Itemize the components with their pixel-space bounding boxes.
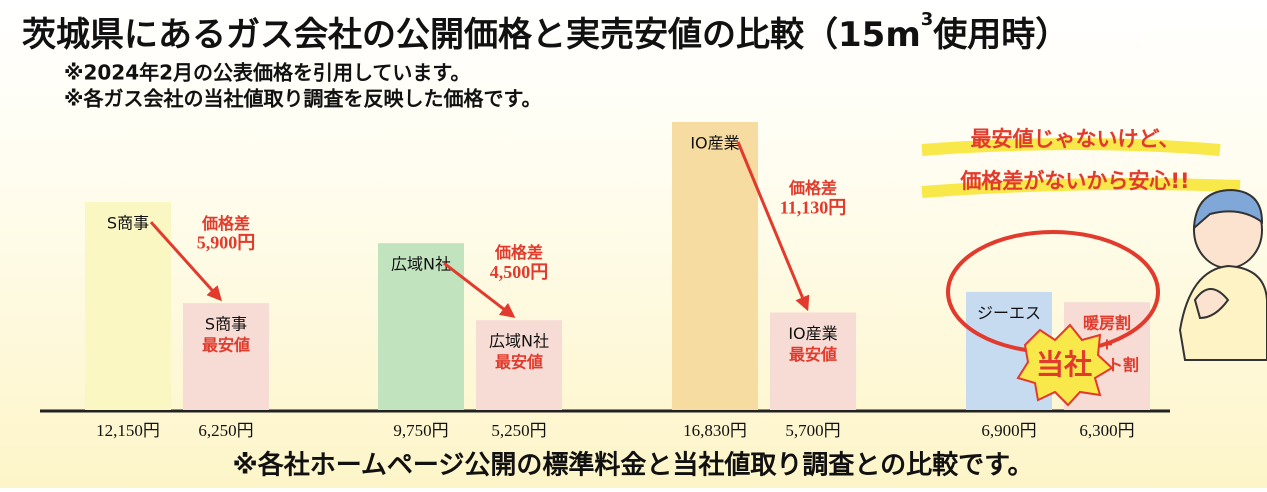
- footnote: ※各社ホームページ公開の標準料金と当社値取り調査との比較です。: [232, 450, 1033, 481]
- value-label: 12,150円: [96, 421, 160, 440]
- bar-label: 最安値: [202, 336, 250, 355]
- bar-label: S商事: [107, 214, 149, 233]
- value-label: 16,830円: [683, 421, 747, 440]
- bar-label: 最安値: [789, 345, 837, 364]
- bar: [183, 303, 269, 410]
- bar: [476, 320, 562, 410]
- callout: 最安値じゃないけど、: [971, 127, 1180, 151]
- bar-label: S商事: [205, 315, 247, 334]
- bar: [672, 122, 758, 410]
- bar-label: IO産業: [788, 324, 837, 343]
- value-label: 5,700円: [785, 421, 840, 440]
- bar-label: IO産業: [690, 134, 739, 153]
- highlight: [921, 138, 1221, 156]
- value-label: 6,900円: [981, 421, 1036, 440]
- arrow: [736, 141, 810, 312]
- diff-title: 価格差: [494, 243, 543, 262]
- note: ※2024年2月の公表価格を引用しています。: [64, 61, 470, 85]
- diff-title: 価格差: [201, 214, 250, 233]
- highlight: [921, 178, 1241, 198]
- value-label: 5,250円: [491, 421, 546, 440]
- bar-label: 最安値: [495, 353, 543, 372]
- arrow: [443, 261, 516, 318]
- diff-label: 11,130円: [780, 197, 847, 217]
- value-label: 9,750円: [393, 421, 448, 440]
- callout: 価格差がないから安心!!: [959, 169, 1189, 193]
- bar: [770, 312, 856, 410]
- title-part: 使用時）: [932, 15, 1069, 55]
- diff-label: 4,500円: [490, 262, 549, 282]
- bar-label: 広域N社: [391, 255, 451, 274]
- title-sup: 3: [921, 9, 934, 30]
- value-label: 6,250円: [198, 421, 253, 440]
- bar-label: 暖房割: [1083, 314, 1131, 333]
- title-part: 茨城県にあるガス会社の公開価格と実売安値の比較（15m: [22, 15, 921, 55]
- diff-title: 価格差: [788, 179, 837, 198]
- diff-label: 5,900円: [197, 233, 256, 253]
- value-label: 6,300円: [1079, 421, 1134, 440]
- bar: [378, 243, 464, 410]
- bar: [85, 202, 171, 410]
- arrow: [149, 221, 223, 302]
- badge: 当社: [1036, 348, 1092, 381]
- bar-label: ジーエス: [977, 303, 1041, 322]
- note: ※各ガス会社の当社値取り調査を反映した価格です。: [64, 87, 541, 111]
- bar-label: 広域N社: [489, 332, 549, 351]
- badge-burst: [1016, 323, 1114, 407]
- chart-title: 茨城県にあるガス会社の公開価格と実売安値の比較（15m3使用時）: [22, 9, 1069, 55]
